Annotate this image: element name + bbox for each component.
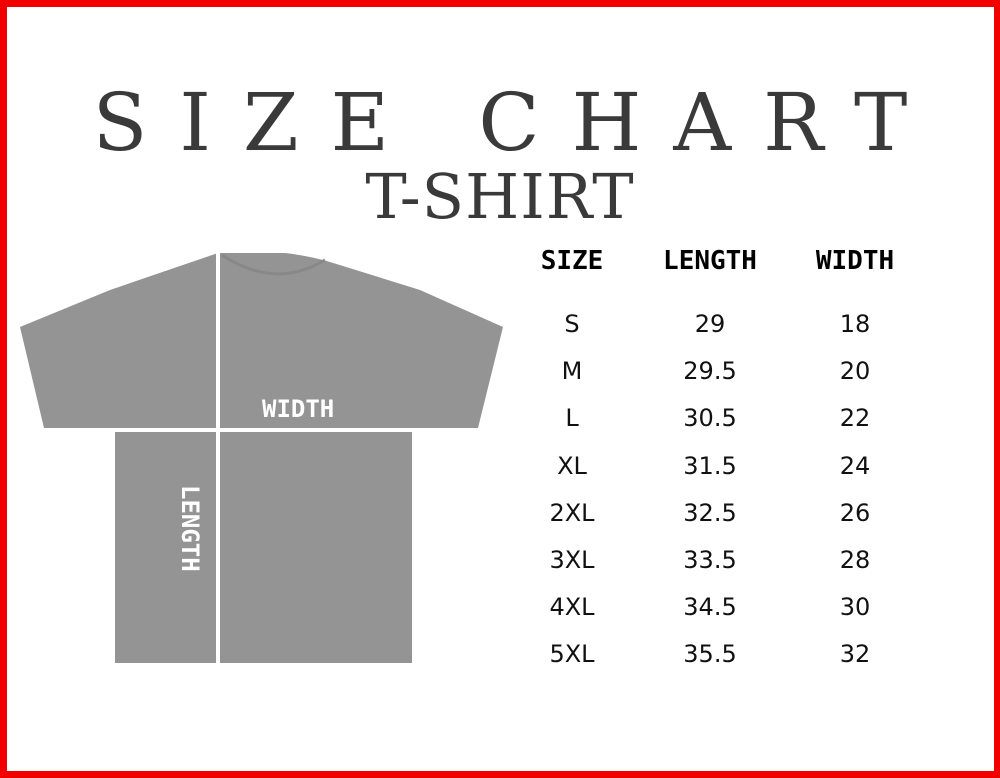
width-cell: 18 xyxy=(839,310,871,338)
size-cell: 3XL xyxy=(549,546,595,574)
length-cell: 32.5 xyxy=(683,498,737,527)
length-cell: 29 xyxy=(694,310,726,338)
length-cell: 33.5 xyxy=(683,546,737,574)
length-cell: 35.5 xyxy=(683,640,737,669)
size-cell: XL xyxy=(557,451,587,480)
collar xyxy=(221,253,326,276)
size-cell: S xyxy=(564,310,580,338)
column-header: SIZE xyxy=(540,246,604,276)
width-label: WIDTH xyxy=(262,395,334,423)
tshirt-shape xyxy=(20,253,503,663)
width-cell: 30 xyxy=(839,593,871,622)
length-cell: 29.5 xyxy=(683,357,737,386)
width-cell: 22 xyxy=(839,404,871,433)
size-cell: 2XL xyxy=(549,498,595,527)
tshirt-diagram: WIDTH LENGTH xyxy=(20,253,503,663)
length-label: LENGTH xyxy=(176,485,204,572)
length-cell: 34.5 xyxy=(683,593,737,622)
length-cell: 31.5 xyxy=(683,451,737,480)
width-cell: 28 xyxy=(839,546,871,574)
width-cell: 26 xyxy=(839,498,871,527)
width-cell: 24 xyxy=(839,451,871,480)
page-subtitle: T-SHIRT xyxy=(365,160,635,233)
size-cell: 5XL xyxy=(549,640,595,669)
length-cell: 30.5 xyxy=(683,404,737,433)
width-cell: 32 xyxy=(839,640,871,669)
size-cell: M xyxy=(561,357,583,386)
column-header: WIDTH xyxy=(815,246,895,276)
page-title: SIZE CHART xyxy=(92,76,940,169)
size-cell: 4XL xyxy=(549,593,595,622)
width-cell: 20 xyxy=(839,357,871,386)
column-header: LENGTH xyxy=(663,246,757,276)
size-cell: L xyxy=(565,404,579,433)
